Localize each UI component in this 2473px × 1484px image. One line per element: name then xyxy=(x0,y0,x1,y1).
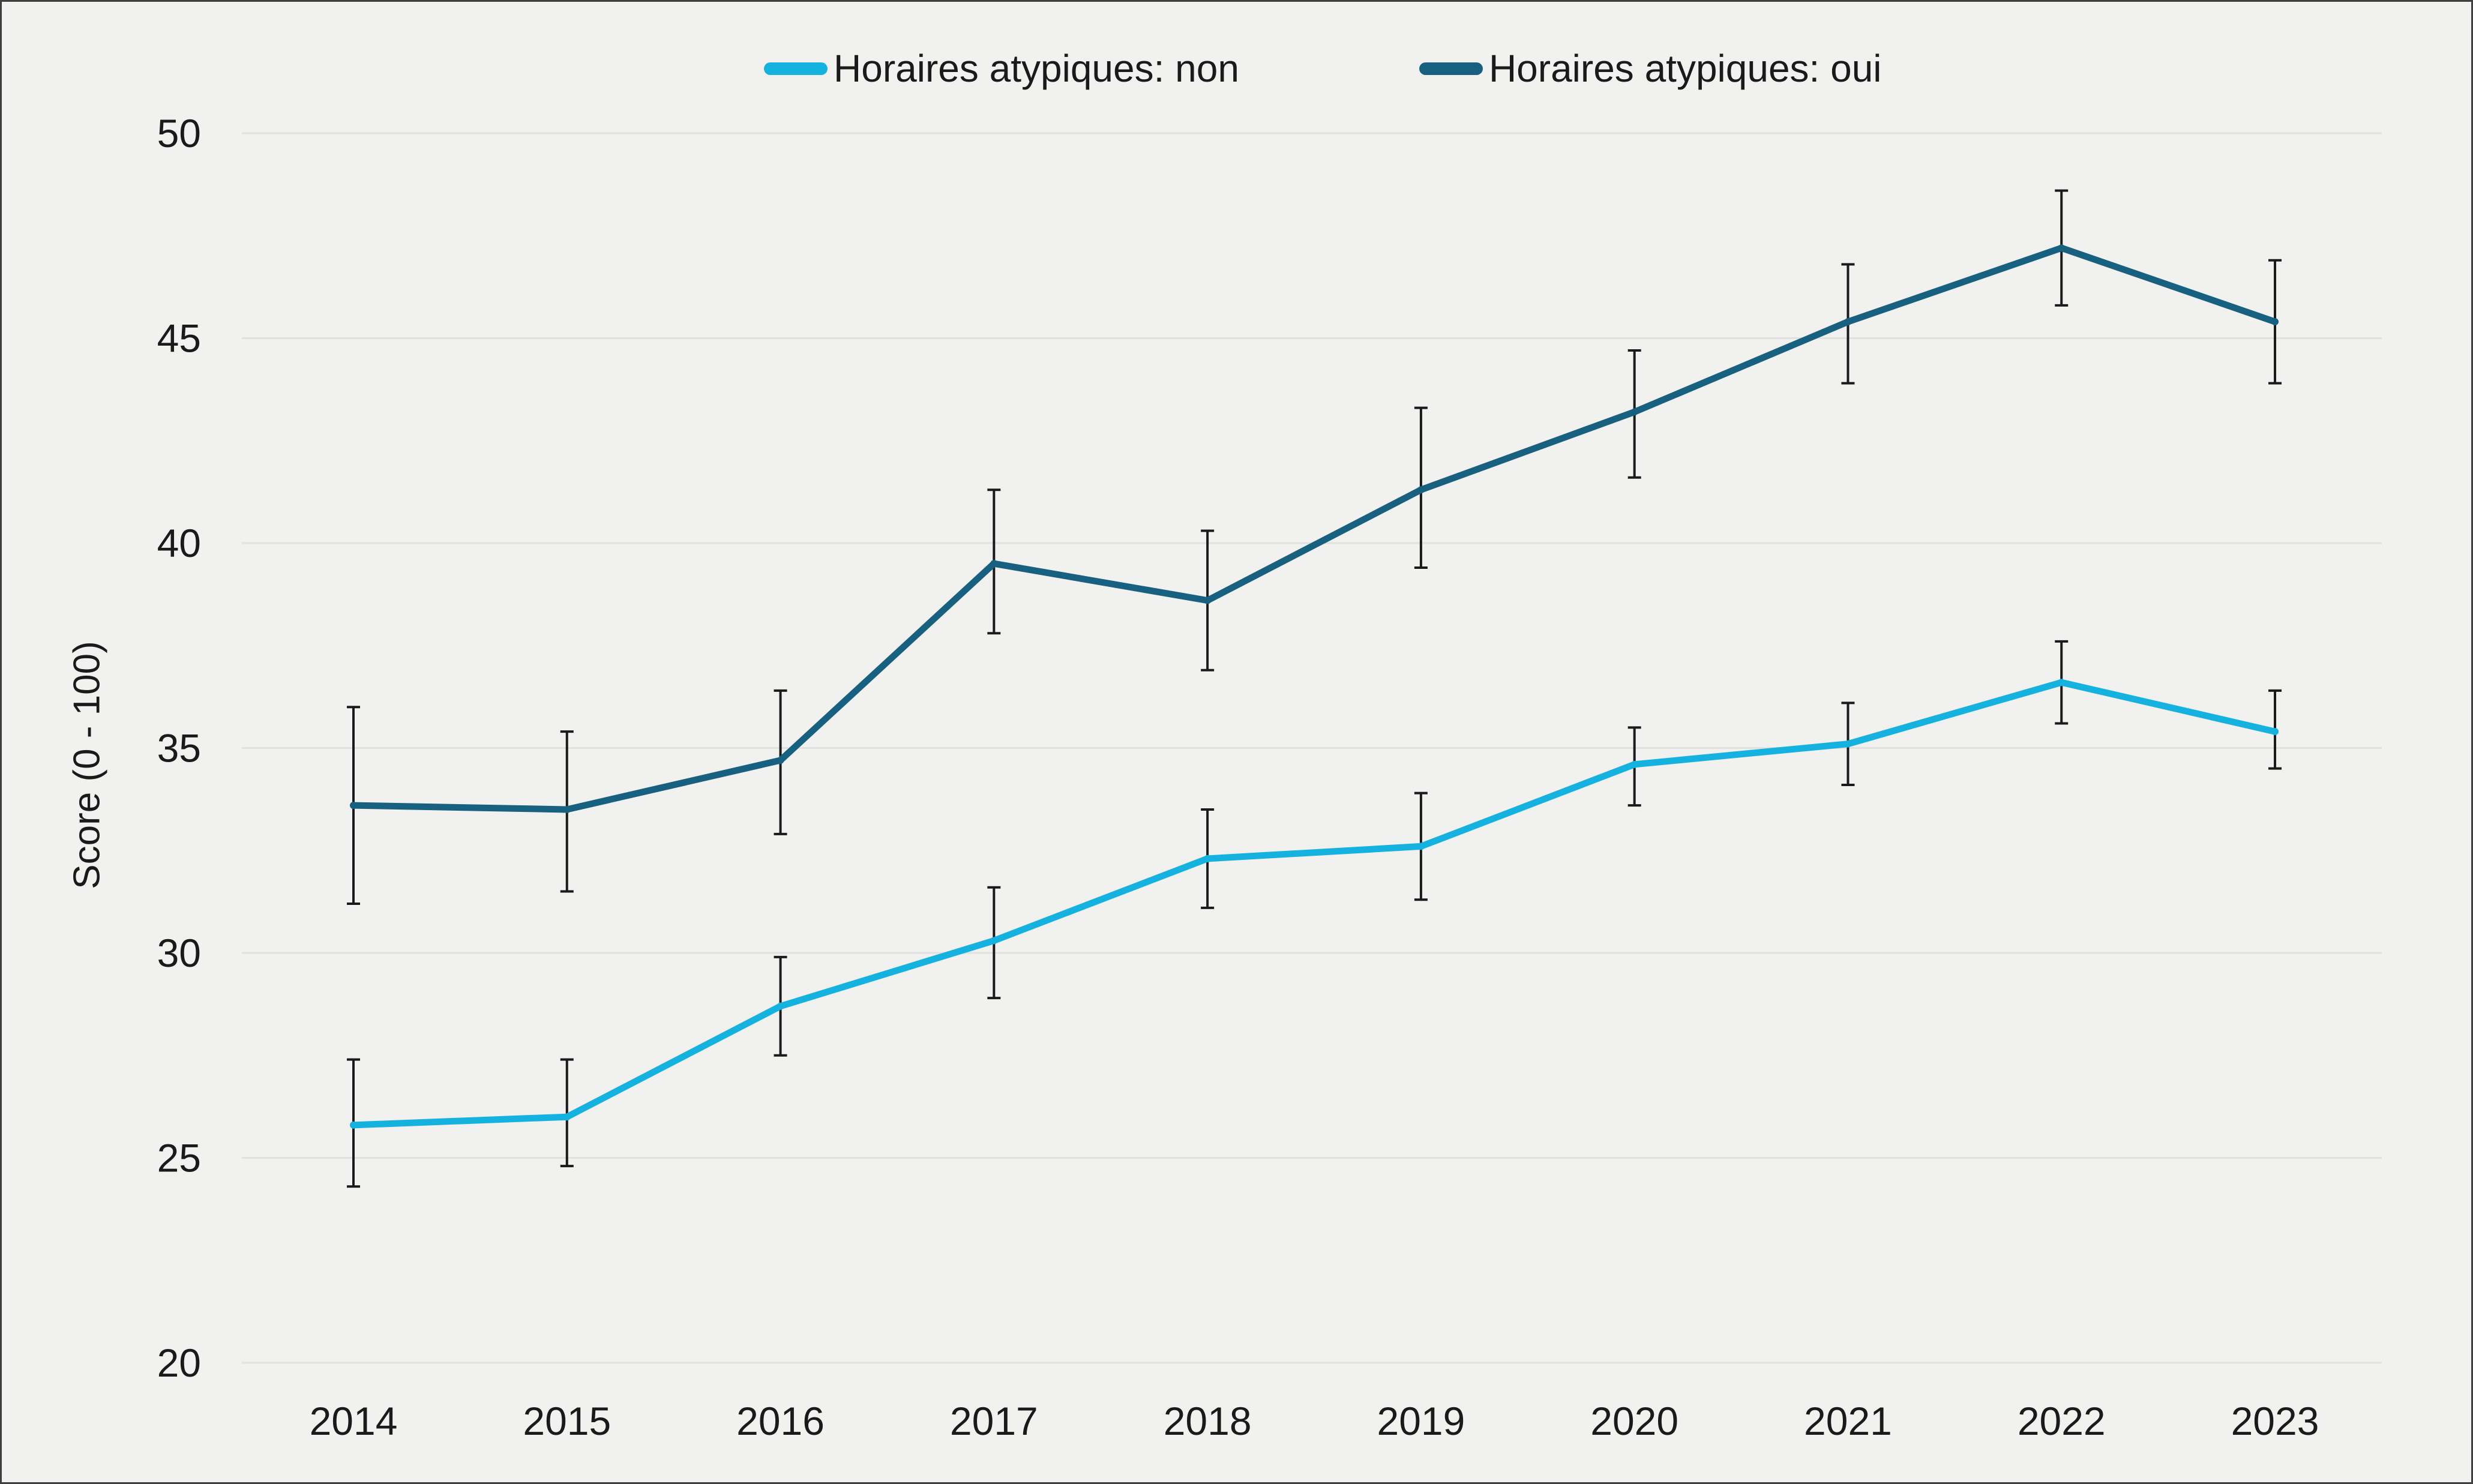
legend-entry-non: Horaires atypiques: non xyxy=(764,47,1239,89)
data-point-oui xyxy=(777,756,784,764)
x-tick-label: 2017 xyxy=(950,1399,1038,1443)
x-tick-label: 2019 xyxy=(1377,1399,1465,1443)
data-point-non xyxy=(1417,843,1425,850)
data-point-oui xyxy=(2058,244,2066,252)
x-tick-label: 2014 xyxy=(310,1399,398,1443)
data-point-non xyxy=(1204,855,1212,862)
x-tick-label: 2023 xyxy=(2231,1399,2319,1443)
x-tick-label: 2016 xyxy=(736,1399,825,1443)
legend-entry-oui: Horaires atypiques: oui xyxy=(1419,47,1882,89)
x-tick-label: 2015 xyxy=(523,1399,611,1443)
x-tick-label: 2020 xyxy=(1590,1399,1678,1443)
data-point-non xyxy=(777,1002,784,1010)
data-point-non xyxy=(350,1121,357,1129)
data-point-oui xyxy=(2271,318,2279,326)
data-point-non xyxy=(2271,728,2279,736)
series-line-oui xyxy=(350,244,2279,813)
data-point-oui xyxy=(350,802,357,810)
data-point-non xyxy=(1844,740,1852,748)
y-tick-label: 45 xyxy=(157,316,201,361)
data-point-oui xyxy=(563,805,571,813)
y-tick-label: 20 xyxy=(157,1341,201,1385)
y-tick-label: 50 xyxy=(157,111,201,155)
data-point-oui xyxy=(1844,318,1852,326)
x-tick-label: 2018 xyxy=(1164,1399,1252,1443)
legend: Horaires atypiques: non Horaires atypiqu… xyxy=(764,47,1882,89)
data-point-oui xyxy=(1204,596,1212,604)
data-point-oui xyxy=(1417,486,1425,494)
legend-label-oui: Horaires atypiques: oui xyxy=(1488,47,1882,90)
data-point-oui xyxy=(990,560,998,568)
data-point-non xyxy=(2058,679,2066,686)
legend-swatch-non xyxy=(764,62,828,75)
data-point-non xyxy=(1630,760,1638,768)
y-tick-label: 25 xyxy=(157,1136,201,1180)
legend-label-non: Horaires atypiques: non xyxy=(834,47,1239,90)
series-line-non xyxy=(350,679,2279,1129)
data-point-non xyxy=(563,1113,571,1121)
data-point-oui xyxy=(1630,408,1638,416)
legend-swatch-oui xyxy=(1419,62,1483,75)
data-point-non xyxy=(990,937,998,945)
x-tick-label: 2021 xyxy=(1804,1399,1892,1443)
y-tick-label: 35 xyxy=(157,726,201,771)
y-tick-label: 40 xyxy=(157,521,201,565)
x-tick-label: 2022 xyxy=(2018,1399,2106,1443)
y-tick-label: 30 xyxy=(157,931,201,975)
y-axis-title: Score (0 - 100) xyxy=(66,641,108,889)
